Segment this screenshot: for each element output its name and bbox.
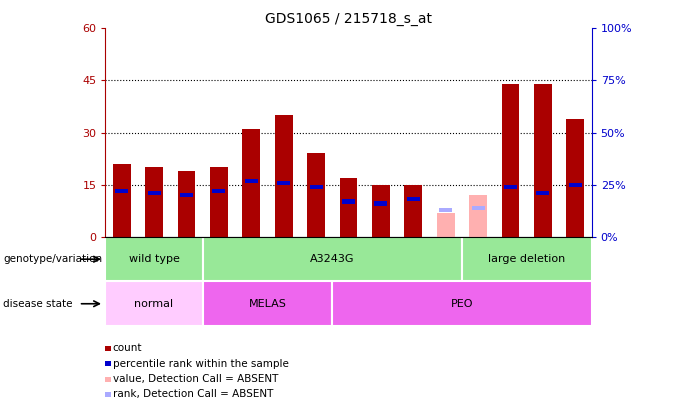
Bar (177, 171, 195, 237)
Bar (105, 281, 203, 326)
Bar (242, 129, 260, 237)
Bar (212, 189, 225, 193)
Bar (462, 237, 592, 281)
Bar (275, 115, 292, 237)
Text: genotype/variation: genotype/variation (3, 254, 103, 264)
Text: disease state: disease state (3, 299, 73, 309)
Bar (375, 201, 388, 206)
Bar (203, 281, 333, 326)
Text: normal: normal (135, 299, 173, 309)
Bar (180, 193, 193, 197)
Text: A3243G: A3243G (310, 254, 354, 264)
Text: percentile rank within the sample: percentile rank within the sample (113, 359, 288, 369)
Bar (339, 178, 358, 237)
Bar (309, 185, 322, 189)
Title: GDS1065 / 215718_s_at: GDS1065 / 215718_s_at (265, 12, 432, 26)
Bar (569, 183, 582, 187)
Text: count: count (113, 343, 142, 353)
Bar (437, 213, 455, 237)
Bar (537, 191, 549, 195)
Bar (472, 206, 485, 210)
Text: wild type: wild type (129, 254, 180, 264)
Bar (407, 197, 420, 201)
Bar (210, 167, 228, 237)
Bar (105, 237, 203, 281)
Text: large deletion: large deletion (488, 254, 565, 264)
Bar (566, 119, 584, 237)
Bar (333, 281, 592, 326)
Text: value, Detection Call = ABSENT: value, Detection Call = ABSENT (113, 374, 278, 384)
Bar (307, 153, 325, 237)
Text: PEO: PEO (451, 299, 473, 309)
Bar (342, 199, 355, 204)
Bar (469, 195, 487, 237)
Bar (245, 179, 258, 183)
Text: MELAS: MELAS (248, 299, 286, 309)
Bar (203, 237, 462, 281)
Bar (277, 181, 290, 185)
Bar (439, 208, 452, 212)
Text: rank, Detection Call = ABSENT: rank, Detection Call = ABSENT (113, 390, 273, 399)
Bar (148, 191, 160, 195)
Bar (405, 185, 422, 237)
Bar (113, 164, 131, 237)
Bar (372, 185, 390, 237)
Bar (534, 84, 552, 237)
Bar (145, 167, 163, 237)
Bar (115, 189, 128, 193)
Bar (502, 84, 520, 237)
Bar (504, 185, 517, 189)
